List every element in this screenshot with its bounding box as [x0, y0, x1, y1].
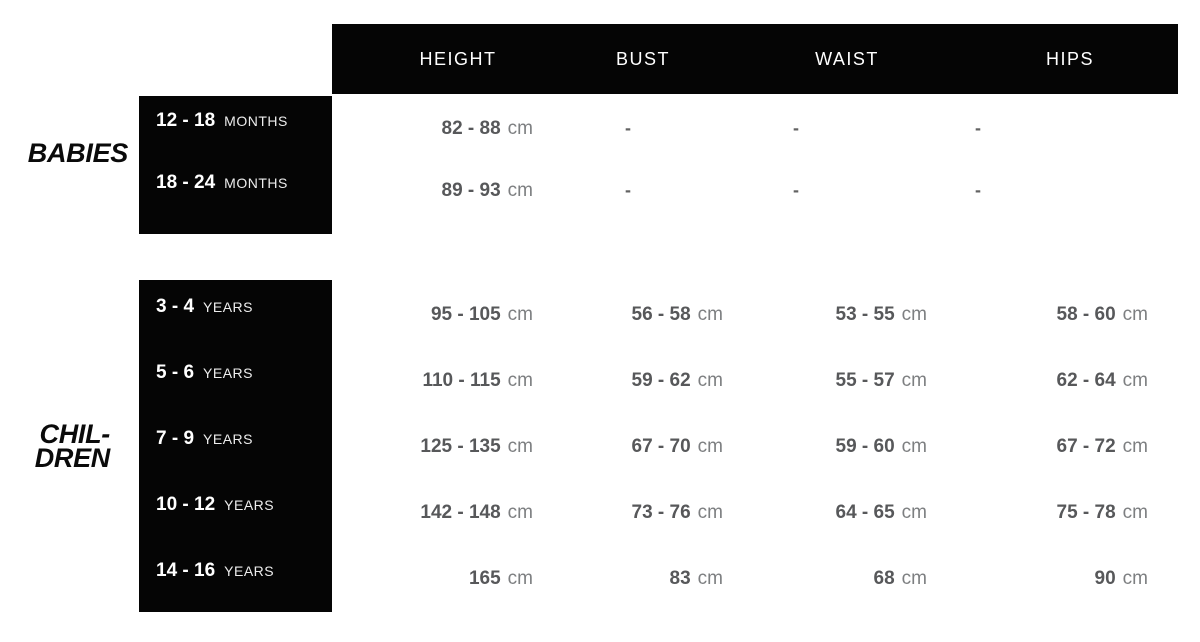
waist-value: 53 - 55 cm: [835, 304, 927, 325]
waist-value: 55 - 57 cm: [835, 370, 927, 391]
waist-value: -: [793, 117, 799, 138]
table-row: 3 - 4 YEARS 95 - 105 cm 56 - 58 cm 53 - …: [139, 280, 1178, 346]
section-label-line: BABIES: [27, 138, 129, 168]
babies-section: 12 - 18 MONTHS 82 - 88 cm - - - 18 - 24 …: [139, 96, 1178, 234]
row-label: 18 - 24 MONTHS: [139, 158, 332, 220]
height-value: 89 - 93 cm: [441, 180, 533, 201]
table-row: 18 - 24 MONTHS 89 - 93 cm - - -: [139, 158, 1178, 220]
hips-value: -: [975, 179, 981, 200]
hips-value: 75 - 78 cm: [1056, 502, 1148, 523]
hips-value: 58 - 60 cm: [1056, 304, 1148, 325]
row-label: 5 - 6 YEARS: [139, 346, 332, 412]
row-label: 7 - 9 YEARS: [139, 412, 332, 478]
section-label-line: DREN: [34, 443, 111, 473]
age-range: 3 - 4: [156, 296, 195, 317]
hips-value: 90 cm: [1094, 568, 1148, 589]
waist-value: 59 - 60 cm: [835, 436, 927, 457]
row-label: 3 - 4 YEARS: [139, 280, 332, 346]
bust-value: -: [625, 117, 631, 138]
waist-value: -: [793, 179, 799, 200]
table-row: 7 - 9 YEARS 125 - 135 cm 67 - 70 cm 59 -…: [139, 412, 1178, 478]
age-unit: YEARS: [203, 365, 253, 381]
table-row: 14 - 16 YEARS 165 cm 83 cm 68 cm 90 cm: [139, 544, 1178, 610]
bust-value: 83 cm: [669, 568, 723, 589]
age-range: 12 - 18: [156, 110, 216, 131]
row-label: 10 - 12 YEARS: [139, 478, 332, 544]
bust-value: 56 - 58 cm: [631, 304, 723, 325]
age-unit: MONTHS: [224, 175, 288, 191]
waist-value: 64 - 65 cm: [835, 502, 927, 523]
column-header-waist: WAIST: [815, 48, 879, 69]
age-unit: MONTHS: [224, 113, 288, 129]
age-range: 5 - 6: [156, 362, 195, 383]
section-label-babies: BABIES: [0, 96, 129, 234]
row-label: 14 - 16 YEARS: [139, 544, 332, 610]
bust-value: 59 - 62 cm: [631, 370, 723, 391]
children-section: 3 - 4 YEARS 95 - 105 cm 56 - 58 cm 53 - …: [139, 280, 1178, 612]
age-unit: YEARS: [224, 497, 275, 513]
age-unit: YEARS: [203, 431, 253, 447]
hips-value: -: [975, 117, 981, 138]
table-row: 5 - 6 YEARS 110 - 115 cm 59 - 62 cm 55 -…: [139, 346, 1178, 412]
section-label-line: CHIL-: [39, 419, 111, 449]
bust-value: -: [625, 179, 631, 200]
column-header-hips: HIPS: [1045, 48, 1094, 69]
bust-value: 73 - 76 cm: [631, 502, 723, 523]
hips-value: 62 - 64 cm: [1056, 370, 1148, 391]
age-range: 7 - 9: [156, 428, 195, 449]
table-header: HEIGHT BUST WAIST HIPS: [332, 24, 1178, 94]
age-range: 14 - 16: [156, 560, 216, 581]
waist-value: 68 cm: [873, 568, 927, 589]
age-unit: YEARS: [224, 563, 275, 579]
hips-value: 67 - 72 cm: [1056, 436, 1148, 457]
height-value: 125 - 135 cm: [420, 436, 533, 457]
age-range: 10 - 12: [156, 494, 216, 515]
height-value: 110 - 115 cm: [422, 370, 533, 391]
column-header-height: HEIGHT: [419, 48, 497, 69]
age-range: 18 - 24: [156, 172, 216, 193]
row-label: 12 - 18 MONTHS: [139, 96, 332, 158]
column-header-bust: BUST: [615, 48, 670, 69]
section-label-children: CHIL- DREN: [0, 280, 111, 612]
table-row: 10 - 12 YEARS 142 - 148 cm 73 - 76 cm 64…: [139, 478, 1178, 544]
table-row: 12 - 18 MONTHS 82 - 88 cm - - -: [139, 96, 1178, 158]
height-value: 82 - 88 cm: [441, 118, 533, 139]
height-value: 142 - 148 cm: [420, 502, 533, 523]
age-unit: YEARS: [203, 299, 253, 315]
bust-value: 67 - 70 cm: [631, 436, 723, 457]
height-value: 95 - 105 cm: [430, 304, 533, 325]
height-value: 165 cm: [468, 568, 533, 589]
